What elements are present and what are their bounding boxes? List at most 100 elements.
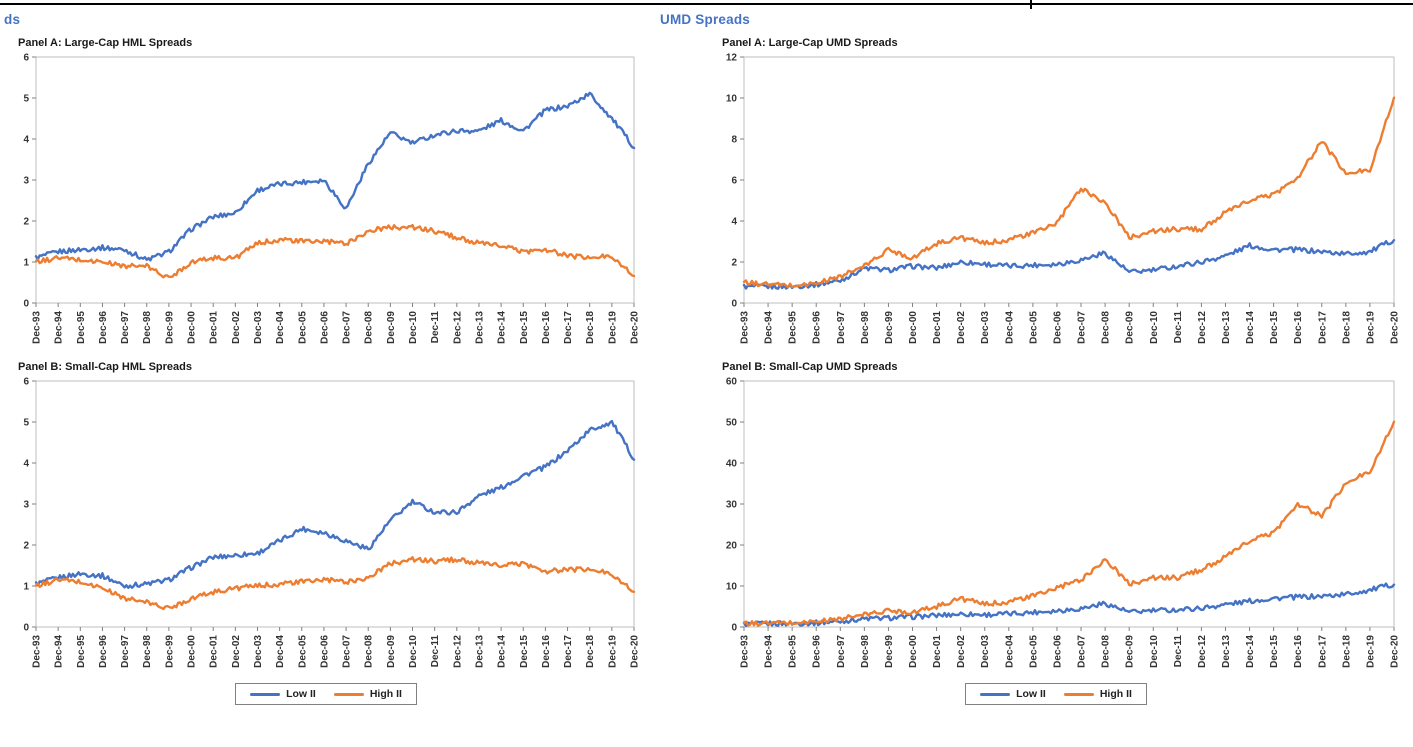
svg-text:Dec-95: Dec-95: [76, 635, 87, 668]
svg-text:Dec-06: Dec-06: [1052, 311, 1063, 344]
high-ii-line-swatch: [333, 692, 364, 696]
svg-text:Dec-13: Dec-13: [1221, 635, 1232, 668]
svg-text:Dec-03: Dec-03: [253, 635, 264, 668]
svg-text:Dec-99: Dec-99: [164, 635, 175, 668]
legend-row-umd: Low II High II: [710, 683, 1402, 706]
svg-text:Dec-02: Dec-02: [231, 635, 242, 668]
svg-text:Dec-09: Dec-09: [386, 311, 397, 344]
svg-text:Dec-06: Dec-06: [319, 311, 330, 344]
svg-text:30: 30: [726, 500, 738, 511]
legend-umd: Low II High II: [965, 683, 1147, 706]
panel-title-hml-large: Panel A: Large-Cap HML Spreads: [18, 37, 193, 49]
svg-text:Dec-97: Dec-97: [836, 635, 847, 668]
svg-text:Dec-94: Dec-94: [54, 311, 65, 344]
svg-text:Dec-98: Dec-98: [142, 311, 153, 344]
svg-text:Dec-16: Dec-16: [1293, 635, 1304, 668]
svg-text:4: 4: [731, 217, 737, 228]
svg-text:Dec-17: Dec-17: [1317, 635, 1328, 668]
svg-text:Dec-03: Dec-03: [253, 311, 264, 344]
svg-text:Dec-15: Dec-15: [1269, 635, 1280, 668]
legend-item-high-ii: High II: [1063, 688, 1132, 701]
svg-text:Dec-18: Dec-18: [585, 635, 596, 668]
svg-text:0: 0: [731, 623, 737, 634]
svg-text:Dec-20: Dec-20: [630, 635, 641, 668]
chart-umd-large: 0 2 4 6 8 10 12 Dec-93 Dec-94 Dec-95 Dec-96 Dec-97 D…: [726, 53, 1401, 344]
svg-text:Dec-12: Dec-12: [1197, 635, 1208, 668]
svg-text:4: 4: [23, 135, 29, 146]
svg-text:Dec-03: Dec-03: [980, 311, 991, 344]
svg-text:Dec-10: Dec-10: [408, 635, 419, 668]
svg-text:Dec-04: Dec-04: [275, 635, 286, 668]
svg-text:6: 6: [23, 377, 29, 388]
svg-text:1: 1: [23, 582, 29, 593]
svg-text:Dec-20: Dec-20: [630, 311, 641, 344]
panel-title-umd-small: Panel B: Small-Cap UMD Spreads: [722, 361, 898, 373]
high-ii-line-swatch: [1063, 692, 1094, 696]
svg-text:Dec-05: Dec-05: [297, 311, 308, 344]
svg-text:Dec-14: Dec-14: [1245, 311, 1256, 344]
panel-hml-small: Panel B: Small-Cap HML Spreads 0 1 2 3 4 5 6 De…: [6, 361, 652, 675]
svg-text:Dec-05: Dec-05: [297, 635, 308, 668]
panel-title-umd-large: Panel A: Large-Cap UMD Spreads: [722, 37, 898, 49]
svg-text:12: 12: [726, 53, 738, 64]
svg-text:10: 10: [726, 94, 738, 105]
svg-text:Dec-04: Dec-04: [275, 311, 286, 344]
svg-text:Dec-01: Dec-01: [932, 311, 943, 344]
svg-text:Dec-17: Dec-17: [1317, 311, 1328, 344]
legend-item-high-ii: High II: [333, 688, 402, 700]
svg-text:Dec-19: Dec-19: [607, 311, 618, 344]
legend-label-low-ii: Low II: [1016, 688, 1046, 701]
svg-text:Dec-00: Dec-00: [187, 635, 198, 668]
umd-column: UMD Spreads Panel A: Large-Cap UMD Sprea…: [652, 10, 1413, 706]
svg-text:Dec-09: Dec-09: [1125, 635, 1136, 668]
svg-text:0: 0: [23, 623, 29, 634]
svg-text:Dec-95: Dec-95: [76, 311, 87, 344]
svg-text:Dec-96: Dec-96: [812, 635, 823, 668]
svg-text:Dec-00: Dec-00: [908, 311, 919, 344]
svg-text:50: 50: [726, 418, 738, 429]
svg-text:40: 40: [726, 459, 738, 470]
svg-text:Dec-11: Dec-11: [1173, 635, 1184, 668]
svg-text:Dec-06: Dec-06: [1052, 635, 1063, 668]
svg-text:1: 1: [23, 258, 29, 269]
svg-text:Dec-12: Dec-12: [1197, 311, 1208, 344]
svg-text:Dec-04: Dec-04: [1004, 311, 1015, 344]
svg-text:Dec-01: Dec-01: [932, 635, 943, 668]
svg-text:3: 3: [23, 176, 29, 187]
svg-text:Dec-08: Dec-08: [364, 311, 375, 344]
panel-hml-large: Panel A: Large-Cap HML Spreads 0 1 2 3 4 5 6 De…: [6, 37, 652, 351]
svg-text:Dec-16: Dec-16: [541, 635, 552, 668]
chart-hml-small: 0 1 2 3 4 5 6 Dec-93 Dec-94 Dec-95 Dec-96 Dec-97 Dec…: [23, 377, 641, 668]
svg-text:Dec-08: Dec-08: [364, 635, 375, 668]
svg-text:Dec-17: Dec-17: [563, 311, 574, 344]
svg-text:Dec-93: Dec-93: [32, 635, 43, 668]
svg-text:Dec-20: Dec-20: [1390, 635, 1401, 668]
svg-text:6: 6: [731, 176, 737, 187]
svg-text:Dec-08: Dec-08: [1101, 311, 1112, 344]
svg-text:Dec-07: Dec-07: [342, 311, 353, 344]
svg-text:Dec-06: Dec-06: [319, 635, 330, 668]
svg-text:Dec-94: Dec-94: [764, 635, 775, 668]
svg-text:Dec-99: Dec-99: [884, 635, 895, 668]
svg-text:Dec-13: Dec-13: [474, 311, 485, 344]
svg-text:Dec-98: Dec-98: [142, 635, 153, 668]
svg-text:Dec-93: Dec-93: [740, 311, 751, 344]
svg-text:2: 2: [23, 217, 29, 228]
svg-text:8: 8: [731, 135, 737, 146]
svg-text:Dec-07: Dec-07: [1077, 311, 1088, 344]
svg-text:Dec-02: Dec-02: [231, 311, 242, 344]
low-ii-line-swatch: [980, 692, 1011, 696]
top-notch: [1030, 0, 1032, 9]
svg-text:Dec-04: Dec-04: [1004, 635, 1015, 668]
svg-text:Dec-18: Dec-18: [585, 311, 596, 344]
svg-text:Dec-14: Dec-14: [1245, 635, 1256, 668]
svg-text:Dec-94: Dec-94: [764, 311, 775, 344]
svg-text:Dec-09: Dec-09: [386, 635, 397, 668]
svg-text:5: 5: [23, 418, 29, 429]
legend-label-high-ii: High II: [1099, 688, 1132, 701]
svg-text:Dec-93: Dec-93: [32, 311, 43, 344]
legend-item-low-ii: Low II: [250, 688, 316, 700]
svg-text:Dec-15: Dec-15: [1269, 311, 1280, 344]
hml-column: ds Panel A: Large-Cap HML Spreads 0 1 2 3 4 5…: [0, 10, 652, 706]
svg-text:10: 10: [726, 582, 738, 593]
